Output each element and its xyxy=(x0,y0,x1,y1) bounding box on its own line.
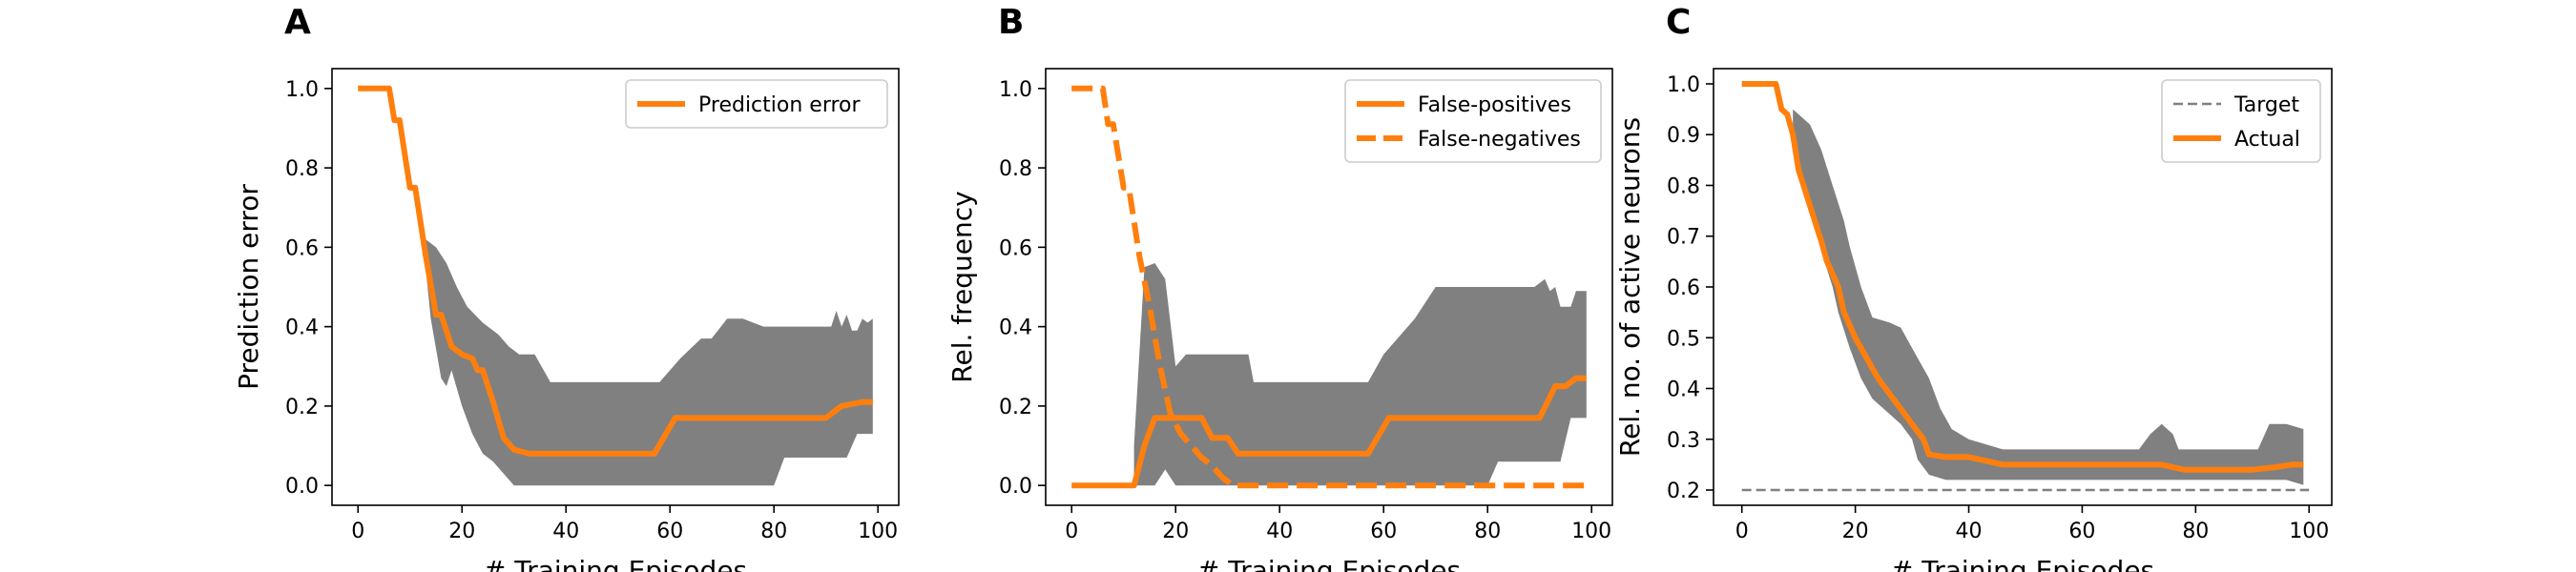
y-tick-label: 0.6 xyxy=(285,236,319,260)
confidence-band xyxy=(426,239,873,486)
legend: False-positives False-negatives xyxy=(1344,79,1602,163)
y-tick-label: 0.4 xyxy=(999,317,1032,340)
y-tick-label: 0.4 xyxy=(1667,378,1700,402)
x-tick-label: 60 xyxy=(656,520,683,543)
x-tick-label: 40 xyxy=(1956,520,1983,543)
y-tick-label: 0.7 xyxy=(1667,226,1700,250)
x-axis-label: # Training Episodes xyxy=(1197,555,1461,572)
panel-a: 0 20 40 60 80 100 0.0 0.2 0.4 0.6 0.8 1.0 # Training… xyxy=(233,3,900,572)
x-tick-label: 0 xyxy=(351,520,364,543)
x-tick-label: 0 xyxy=(1065,520,1078,543)
legend-label: False-negatives xyxy=(1418,128,1581,152)
plot-frame xyxy=(331,68,900,506)
y-tick-label: 0.6 xyxy=(1667,276,1700,300)
series-line-1 xyxy=(1071,85,1587,489)
x-axis-label: # Training Episodes xyxy=(484,555,747,572)
x-tick-label: 100 xyxy=(1571,520,1611,543)
x-tick-label: 60 xyxy=(1370,520,1397,543)
x-tick-label: 80 xyxy=(2182,520,2209,543)
x-tick-label: 20 xyxy=(1162,520,1189,543)
y-axis-label: Rel. frequency xyxy=(946,191,978,382)
x-tick-label: 20 xyxy=(1842,520,1869,543)
legend-box xyxy=(625,79,888,129)
panel-b: 0 20 40 60 80 100 0.0 0.2 0.4 0.6 0.8 1.0 # Training… xyxy=(946,3,1613,572)
legend: Target Actual xyxy=(2161,79,2321,163)
y-tick-label: 0.2 xyxy=(1667,480,1700,503)
x-tick-label: 80 xyxy=(1474,520,1501,543)
y-tick-label: 0.8 xyxy=(999,157,1032,181)
y-tick-label: 0.0 xyxy=(999,475,1032,499)
y-tick-label: 0.6 xyxy=(999,236,1032,260)
x-axis-label: # Training Episodes xyxy=(1891,555,2154,572)
confidence-band xyxy=(1133,263,1587,486)
legend-label: Actual xyxy=(2234,128,2300,152)
y-tick-label: 0.2 xyxy=(999,396,1032,419)
panel-label: B xyxy=(998,3,1024,42)
y-tick-label: 0.4 xyxy=(285,317,319,340)
x-tick-label: 80 xyxy=(760,520,787,543)
y-tick-label: 1.0 xyxy=(1667,73,1700,97)
y-tick-label: 0.5 xyxy=(1667,327,1700,351)
series-line-1 xyxy=(1741,81,2304,473)
legend-label: Target xyxy=(2233,93,2299,117)
legend-label: False-positives xyxy=(1418,93,1571,117)
x-tick-label: 100 xyxy=(858,520,898,543)
y-tick-label: 0.8 xyxy=(1667,174,1700,198)
y-tick-label: 1.0 xyxy=(285,78,319,102)
series-line-0 xyxy=(1071,375,1587,489)
y-tick-label: 0.2 xyxy=(285,396,319,419)
legend: Prediction error xyxy=(625,79,888,129)
confidence-band xyxy=(1793,109,2304,485)
x-tick-label: 40 xyxy=(552,520,579,543)
y-tick-label: 0.3 xyxy=(1667,429,1700,453)
x-tick-label: 60 xyxy=(2068,520,2095,543)
legend-box xyxy=(1344,79,1602,163)
plot-frame xyxy=(1045,68,1613,506)
legend-label: Prediction error xyxy=(698,93,861,117)
legend-box xyxy=(2161,79,2321,163)
y-axis-label: Rel. no. of active neurons xyxy=(1614,117,1646,457)
x-tick-label: 100 xyxy=(2289,520,2329,543)
x-tick-label: 20 xyxy=(448,520,475,543)
y-axis-label: Prediction error xyxy=(233,184,264,390)
panel-label: C xyxy=(1666,3,1691,42)
x-tick-label: 0 xyxy=(1735,520,1749,543)
panel-label: A xyxy=(284,3,311,42)
y-tick-label: 0.9 xyxy=(1667,124,1700,148)
y-tick-label: 1.0 xyxy=(999,78,1032,102)
x-tick-label: 40 xyxy=(1266,520,1293,543)
panel-c: 0 20 40 60 80 100 0.2 0.3 0.4 0.5 0.6 0.7 0.8 0.9 1.0 #… xyxy=(1614,3,2333,572)
series-line-0 xyxy=(358,85,873,457)
y-tick-label: 0.8 xyxy=(285,157,319,181)
y-tick-label: 0.0 xyxy=(285,475,319,499)
